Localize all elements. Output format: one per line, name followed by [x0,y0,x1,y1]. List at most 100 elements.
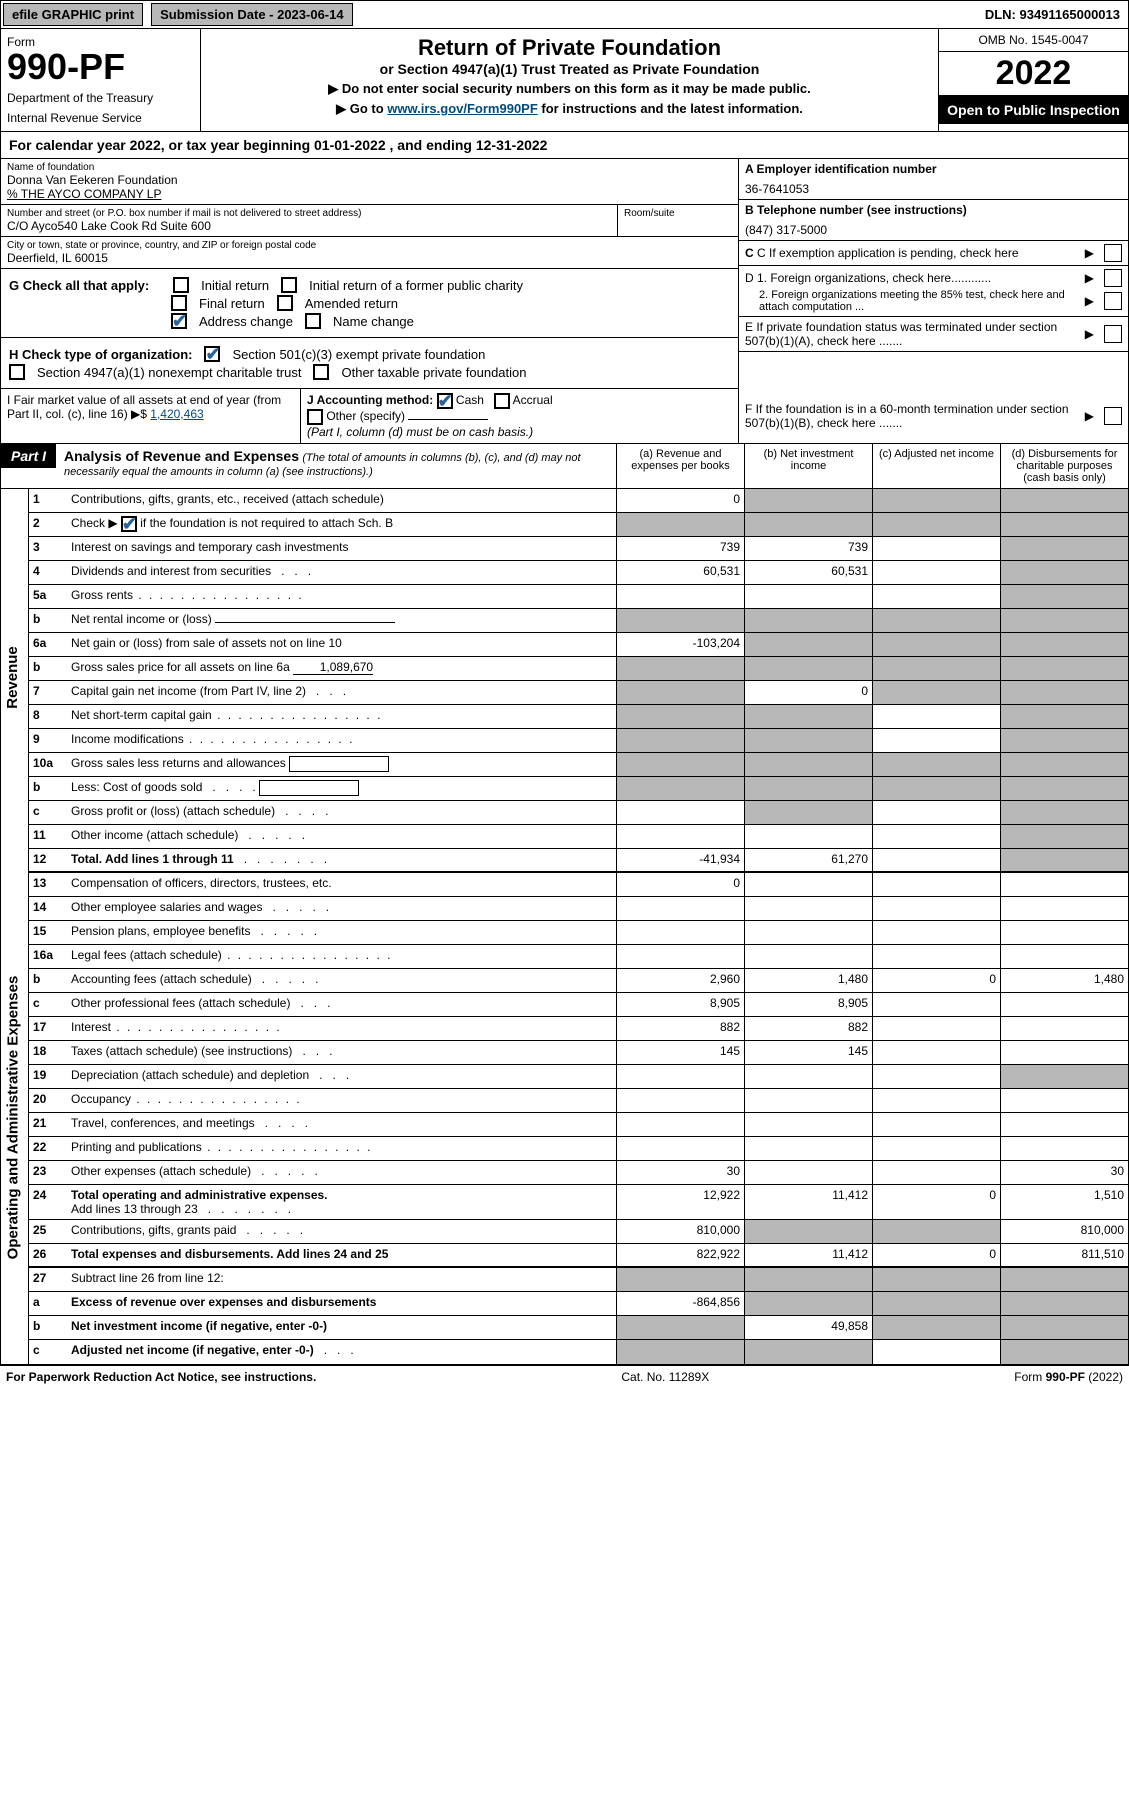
chk-4947[interactable] [9,364,25,380]
chk-initial-return[interactable] [173,277,189,293]
row-27b: bNet investment income (if negative, ent… [29,1316,1128,1340]
row-1: 1Contributions, gifts, grants, etc., rec… [29,489,1128,513]
row-10c: cGross profit or (loss) (attach schedule… [29,801,1128,825]
j-label: J Accounting method: [307,393,433,407]
chk-exemption-pending[interactable] [1104,244,1122,262]
row-10b: bLess: Cost of goods sold . . . . [29,777,1128,801]
lbl-name-change: Name change [333,314,414,329]
form990pf-link[interactable]: www.irs.gov/Form990PF [387,101,538,116]
g-label: G Check all that apply: [9,278,149,293]
chk-initial-former[interactable] [281,277,297,293]
foundation-name: Donna Van Eekeren Foundation [7,173,732,187]
row-5b: bNet rental income or (loss) [29,609,1128,633]
efile-print-btn[interactable]: efile GRAPHIC print [3,3,143,26]
col-d-header: (d) Disbursements for charitable purpose… [1000,444,1128,488]
d2-label: 2. Foreign organizations meeting the 85%… [745,289,1075,313]
chk-60-month[interactable] [1104,407,1122,425]
i-label: I Fair market value of all assets at end… [7,393,281,421]
dln: DLN: 93491165000013 [985,7,1126,22]
row-25: 25Contributions, gifts, grants paid . . … [29,1220,1128,1244]
chk-85-test[interactable] [1104,292,1122,310]
chk-other-tax[interactable] [313,364,329,380]
row-15: 15Pension plans, employee benefits . . .… [29,921,1128,945]
section-h: H Check type of organization: Section 50… [1,338,738,389]
calendar-year: For calendar year 2022, or tax year begi… [0,132,1129,159]
fmv-value[interactable]: 1,420,463 [150,407,203,421]
ssn-note: ▶ Do not enter social security numbers o… [211,81,928,97]
fmv-accounting-row: I Fair market value of all assets at end… [0,389,1129,444]
row-11: 11Other income (attach schedule) . . . .… [29,825,1128,849]
col-a-header: (a) Revenue and expenses per books [616,444,744,488]
part1-table: Revenue Operating and Administrative Exp… [0,489,1129,1365]
chk-address-change[interactable] [171,313,187,329]
row-18: 18Taxes (attach schedule) (see instructi… [29,1041,1128,1065]
row-4: 4Dividends and interest from securities … [29,561,1128,585]
row-20: 20Occupancy [29,1089,1128,1113]
goto-pre: ▶ Go to [336,101,387,116]
lbl-addr-change: Address change [199,314,293,329]
paperwork-notice: For Paperwork Reduction Act Notice, see … [6,1370,316,1384]
lbl-final: Final return [199,296,265,311]
form-title: Return of Private Foundation [211,35,928,61]
chk-501c3[interactable] [204,346,220,362]
row-9: 9Income modifications [29,729,1128,753]
city-label: City or town, state or province, country… [7,240,732,251]
chk-final-return[interactable] [171,295,187,311]
part1-title: Analysis of Revenue and Expenses [64,448,299,464]
chk-foreign-org[interactable] [1104,269,1122,287]
foundation-info: Name of foundation Donna Van Eekeren Fou… [0,159,1129,389]
row-16b: bAccounting fees (attach schedule) . . .… [29,969,1128,993]
name-label: Name of foundation [7,162,732,173]
e-label: E If private foundation status was termi… [745,320,1075,348]
lbl-amended: Amended return [305,296,398,311]
row-8: 8Net short-term capital gain [29,705,1128,729]
chk-schb[interactable] [121,516,137,532]
form-subtitle: or Section 4947(a)(1) Trust Treated as P… [211,61,928,77]
revenue-label: Revenue [4,646,21,709]
row-6a: 6aNet gain or (loss) from sale of assets… [29,633,1128,657]
lbl-other-method: Other (specify) [326,409,405,423]
f-label: F If the foundation is in a 60-month ter… [745,402,1075,430]
h-label: H Check type of organization: [9,347,192,362]
street-address: C/O Ayco540 Lake Cook Rd Suite 600 [7,219,611,233]
omb-number: OMB No. 1545-0047 [939,29,1128,52]
col-c-header: (c) Adjusted net income [872,444,1000,488]
chk-amended[interactable] [277,295,293,311]
goto-note: ▶ Go to www.irs.gov/Form990PF for instru… [211,101,928,117]
row-6b: bGross sales price for all assets on lin… [29,657,1128,681]
expenses-label: Operating and Administrative Expenses [4,976,21,1260]
chk-accrual[interactable] [494,393,510,409]
row-10a: 10aGross sales less returns and allowanc… [29,753,1128,777]
submission-date: Submission Date - 2023-06-14 [151,3,353,26]
side-labels: Revenue Operating and Administrative Exp… [1,489,29,1364]
lbl-initial-former: Initial return of a former public charit… [309,278,523,293]
lbl-initial: Initial return [201,278,269,293]
chk-terminated[interactable] [1104,325,1122,343]
row-12: 12Total. Add lines 1 through 11 . . . . … [29,849,1128,873]
chk-other-method[interactable] [307,409,323,425]
chk-cash[interactable] [437,393,453,409]
row-3: 3Interest on savings and temporary cash … [29,537,1128,561]
chk-name-change[interactable] [305,313,321,329]
lbl-cash: Cash [456,393,484,407]
goto-post: for instructions and the latest informat… [538,101,803,116]
city-state-zip: Deerfield, IL 60015 [7,251,732,265]
top-bar: efile GRAPHIC print Submission Date - 20… [0,0,1129,29]
row-26: 26Total expenses and disbursements. Add … [29,1244,1128,1268]
ein-label: A Employer identification number [745,162,937,176]
lbl-4947: Section 4947(a)(1) nonexempt charitable … [37,365,301,380]
lbl-other-tax: Other taxable private foundation [341,365,526,380]
row-23: 23Other expenses (attach schedule) . . .… [29,1161,1128,1185]
form-header: Form 990-PF Department of the Treasury I… [0,29,1129,132]
page-footer: For Paperwork Reduction Act Notice, see … [0,1365,1129,1388]
row-17: 17Interest882882 [29,1017,1128,1041]
part1-label: Part I [1,444,56,468]
addr-label: Number and street (or P.O. box number if… [7,208,611,219]
row-2: 2Check ▶ if the foundation is not requir… [29,513,1128,537]
form-number: 990-PF [7,49,194,85]
c-label: C If exemption application is pending, c… [757,246,1019,260]
form-ref: Form 990-PF (2022) [1014,1370,1123,1384]
phone-value: (847) 317-5000 [745,223,1122,237]
row-27c: cAdjusted net income (if negative, enter… [29,1340,1128,1364]
irs-label: Internal Revenue Service [7,111,194,125]
